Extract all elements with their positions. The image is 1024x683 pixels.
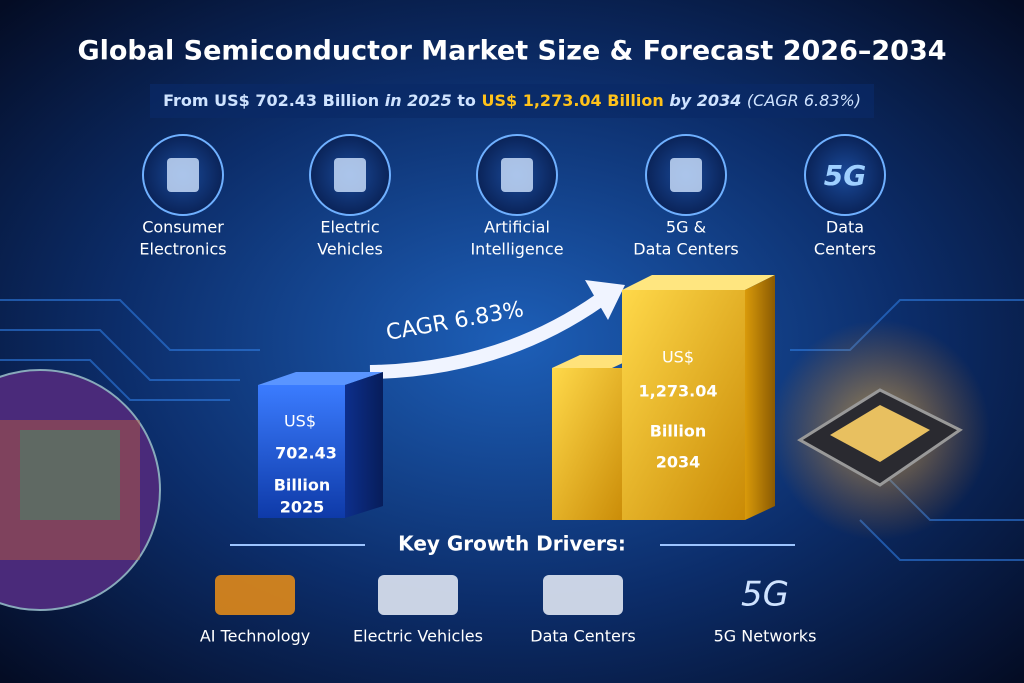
- growth-arrow: [369, 294, 605, 379]
- bar-currency: US$: [284, 412, 316, 431]
- bar-amount: 1,273.04: [639, 382, 718, 401]
- segment-label: Data: [826, 218, 864, 237]
- chip: [770, 320, 990, 540]
- driver-icon: [543, 575, 623, 615]
- bar-unit: Billion: [650, 422, 707, 441]
- drivers-title: Key Growth Drivers:: [398, 532, 626, 556]
- segment-label: Intelligence: [470, 240, 563, 259]
- subtitle-part: in 2025: [385, 91, 452, 110]
- icon-glyph: [167, 158, 199, 192]
- subtitle-part: From US$ 702.43 Billion: [163, 91, 379, 110]
- driver-label: 5G Networks: [714, 627, 817, 646]
- icon-glyph: [670, 158, 702, 192]
- arrow-head: [585, 280, 625, 320]
- bar-2025: US$ 702.43 Billion 2025: [258, 372, 383, 518]
- bar-year: 2034: [656, 453, 701, 472]
- segment-label: 5G &: [666, 218, 706, 237]
- segments: Consumer Electronics Electric Vehicles Artif…: [139, 134, 886, 259]
- icon-glyph: [501, 158, 533, 192]
- title: Global Semiconductor Market Size & Forec…: [77, 36, 946, 67]
- drivers: AI Technology Electric Vehicles Data Cente…: [200, 575, 817, 646]
- subtitle-part: to: [457, 91, 476, 110]
- icon-text: 5G: [824, 159, 866, 192]
- segment-label: Consumer: [142, 218, 224, 237]
- segment-label: Artificial: [484, 218, 550, 237]
- subtitle-part: by 2034: [669, 91, 741, 110]
- driver-label: Electric Vehicles: [353, 627, 483, 646]
- driver-icon: [378, 575, 458, 615]
- subtitle: From US$ 702.43 Billion in 2025 to US$ 1…: [163, 91, 861, 110]
- icon-glyph: [334, 158, 366, 192]
- driver-label: AI Technology: [200, 627, 310, 646]
- bar-amount: 702.43: [275, 444, 337, 463]
- wafer: [0, 369, 161, 611]
- bar-year: 2025: [280, 498, 325, 517]
- segment-label: Electronics: [139, 240, 226, 259]
- segment-label: Electric: [320, 218, 379, 237]
- driver-icon: [215, 575, 295, 615]
- driver-label: Data Centers: [530, 627, 635, 646]
- segment-label: Data Centers: [633, 240, 738, 259]
- subtitle-part: (CAGR 6.83%): [747, 91, 861, 110]
- subtitle-band: [150, 84, 874, 118]
- icon-text: 5G: [741, 575, 789, 615]
- segment-label: Centers: [814, 240, 876, 259]
- segment-label: Vehicles: [317, 240, 383, 259]
- bar-currency: US$: [662, 348, 694, 367]
- subtitle-part: US$ 1,273.04 Billion: [482, 91, 664, 110]
- bar-2034: US$ 1,273.04 Billion 2034: [552, 275, 775, 520]
- segment-icon: [804, 134, 886, 216]
- bar-unit: Billion: [274, 476, 331, 495]
